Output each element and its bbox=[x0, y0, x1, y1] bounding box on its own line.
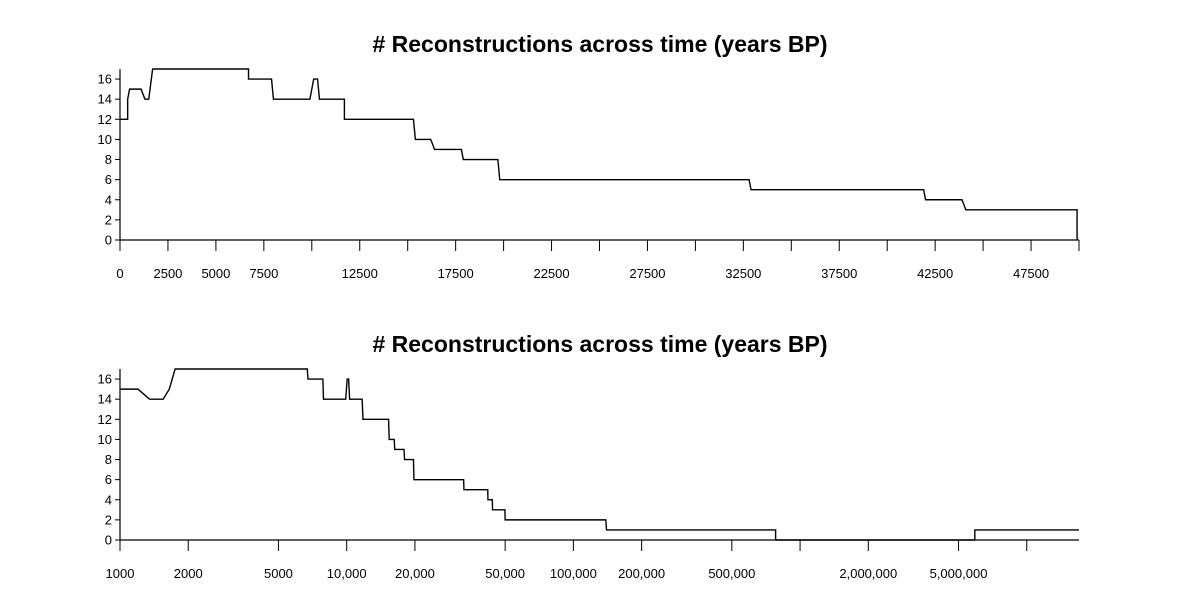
y-tick-label: 0 bbox=[105, 233, 112, 248]
x-tick-label: 42500 bbox=[917, 266, 953, 281]
y-tick-label: 6 bbox=[105, 172, 112, 187]
y-tick-label: 8 bbox=[105, 152, 112, 167]
x-tick-label: 10,000 bbox=[327, 566, 367, 581]
chart-title: # Reconstructions across time (years BP) bbox=[372, 31, 828, 57]
y-tick-label: 16 bbox=[98, 72, 112, 87]
y-tick-label: 2 bbox=[105, 512, 112, 527]
x-tick-label: 500,000 bbox=[708, 566, 755, 581]
y-tick-label: 12 bbox=[98, 112, 112, 127]
y-tick-label: 8 bbox=[105, 452, 112, 467]
y-tick-label: 6 bbox=[105, 472, 112, 487]
x-tick-label: 17500 bbox=[438, 266, 474, 281]
x-tick-label: 32500 bbox=[725, 266, 761, 281]
x-tick-label: 1000 bbox=[106, 566, 135, 581]
y-tick-label: 10 bbox=[98, 432, 112, 447]
x-tick-label: 50,000 bbox=[485, 566, 525, 581]
y-tick-label: 16 bbox=[98, 372, 112, 387]
y-tick-label: 2 bbox=[105, 212, 112, 227]
x-tick-label: 100,000 bbox=[550, 566, 597, 581]
chart-panel-linear: # Reconstructions across time (years BP)… bbox=[98, 31, 1080, 281]
x-tick-label: 12500 bbox=[342, 266, 378, 281]
x-tick-label: 200,000 bbox=[618, 566, 665, 581]
x-tick-label: 5000 bbox=[201, 266, 230, 281]
x-tick-label: 2,000,000 bbox=[839, 566, 897, 581]
y-tick-label: 14 bbox=[98, 392, 112, 407]
y-tick-label: 14 bbox=[98, 92, 112, 107]
x-tick-label: 5000 bbox=[264, 566, 293, 581]
y-tick-label: 12 bbox=[98, 412, 112, 427]
chart-panel-log: # Reconstructions across time (years BP)… bbox=[0, 300, 1200, 600]
y-tick-label: 4 bbox=[105, 192, 112, 207]
y-tick-label: 4 bbox=[105, 492, 112, 507]
linear-time-chart: 0 2 4 6 8 10 12 14 16 0 2500 5000 7500 12500 17500 2250… bbox=[98, 68, 1080, 281]
y-tick-label: 0 bbox=[105, 533, 112, 548]
x-tick-label: 2000 bbox=[174, 566, 203, 581]
x-tick-label: 20,000 bbox=[395, 566, 435, 581]
y-tick-label: 10 bbox=[98, 132, 112, 147]
series-line bbox=[120, 68, 1078, 240]
series-line bbox=[120, 368, 1079, 541]
log-time-chart: 0 2 4 6 8 10 12 14 16 1000 2000 5000 10,000 20,000 50,… bbox=[98, 368, 1079, 581]
chart-title: # Reconstructions across time (years BP) bbox=[372, 331, 828, 357]
x-tick-label: 7500 bbox=[249, 266, 278, 281]
x-tick-label: 0 bbox=[116, 266, 123, 281]
x-tick-label: 47500 bbox=[1013, 266, 1049, 281]
x-tick-label: 2500 bbox=[153, 266, 182, 281]
x-tick-label: 5,000,000 bbox=[930, 566, 988, 581]
x-tick-label: 22500 bbox=[533, 266, 569, 281]
x-tick-label: 27500 bbox=[629, 266, 665, 281]
x-tick-label: 37500 bbox=[821, 266, 857, 281]
